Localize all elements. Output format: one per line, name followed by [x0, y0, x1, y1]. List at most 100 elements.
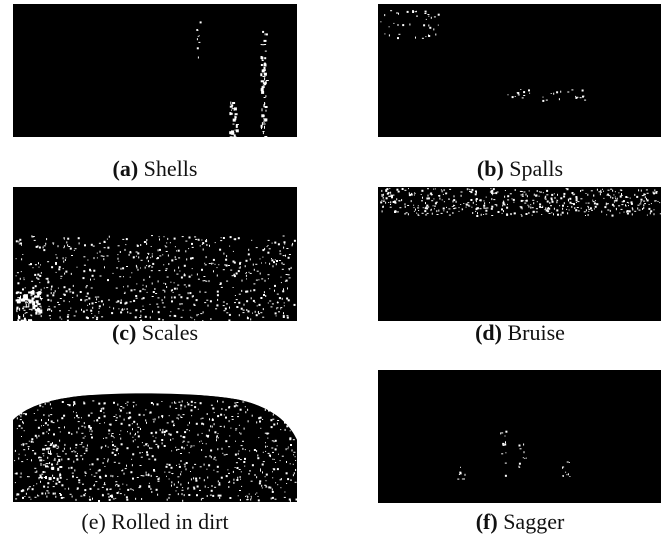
speckle	[95, 481, 97, 482]
speckle	[250, 318, 251, 320]
speckle	[189, 276, 191, 278]
speckle	[87, 317, 89, 319]
speckle	[262, 471, 263, 473]
speckle	[176, 490, 177, 491]
speckle	[61, 497, 63, 499]
speckle	[421, 194, 422, 195]
speckle	[137, 423, 138, 425]
speckle	[141, 457, 143, 458]
speckle	[104, 403, 105, 405]
speckle	[613, 194, 614, 195]
speckle	[265, 280, 266, 282]
speckle	[135, 309, 137, 311]
speckle	[195, 480, 197, 482]
speckle	[523, 444, 524, 446]
speckle	[78, 417, 80, 418]
speckle	[218, 264, 219, 265]
speckle	[50, 450, 51, 453]
speckle	[261, 278, 263, 279]
speckle	[638, 205, 640, 206]
speckle	[397, 37, 399, 39]
speckle	[171, 473, 173, 474]
speckle	[215, 308, 217, 309]
speckle	[64, 237, 65, 239]
speckle	[205, 456, 207, 457]
speckle	[608, 190, 610, 191]
speckle	[649, 204, 650, 205]
speckle	[127, 402, 129, 403]
speckle	[190, 317, 191, 318]
speckle	[249, 450, 250, 451]
speckle	[293, 452, 295, 453]
speckle	[238, 237, 240, 239]
speckle	[169, 479, 170, 480]
speckle	[149, 483, 150, 484]
speckle	[256, 280, 258, 281]
speckle	[200, 466, 202, 467]
speckle	[264, 82, 266, 85]
speckle	[187, 425, 188, 426]
speckle	[537, 190, 538, 192]
speckle	[433, 198, 434, 199]
speckle	[112, 444, 114, 446]
speckle	[129, 251, 131, 253]
speckle	[90, 279, 91, 281]
speckle	[98, 470, 100, 471]
speckle	[153, 440, 155, 442]
speckle	[477, 212, 478, 214]
speckle	[68, 432, 70, 434]
speckle	[223, 305, 225, 306]
speckle	[265, 295, 266, 297]
speckle	[261, 88, 264, 91]
speckle	[423, 24, 425, 26]
speckle	[253, 283, 255, 284]
speckle	[87, 445, 88, 447]
speckle	[101, 447, 103, 448]
speckle	[181, 417, 183, 418]
speckle	[83, 311, 85, 313]
speckle	[81, 417, 82, 418]
speckle	[64, 448, 65, 450]
speckle	[505, 452, 506, 453]
speckle	[135, 295, 137, 297]
speckle	[422, 197, 423, 199]
speckle	[101, 300, 103, 302]
speckle	[539, 203, 541, 205]
speckle	[602, 189, 603, 190]
speckle	[65, 259, 66, 261]
speckle	[128, 417, 130, 419]
speckle	[275, 482, 276, 483]
speckle	[258, 496, 259, 497]
speckle	[61, 459, 62, 461]
speckle	[130, 471, 132, 473]
speckle	[269, 301, 271, 302]
speckle	[68, 467, 69, 469]
speckle	[221, 408, 222, 410]
speckle	[246, 260, 248, 262]
speckle	[153, 403, 154, 405]
speckle	[146, 474, 147, 476]
panel-caption: Sagger	[503, 509, 565, 534]
speckle	[219, 249, 221, 251]
speckle	[268, 278, 269, 279]
speckle	[229, 406, 230, 407]
speckle	[116, 288, 118, 289]
speckle	[161, 415, 163, 417]
speckle	[286, 461, 287, 463]
speckle	[268, 453, 270, 454]
speckle	[46, 287, 48, 288]
speckle	[22, 490, 24, 492]
speckle	[233, 251, 234, 252]
speckle	[84, 472, 86, 473]
speckle	[470, 199, 472, 201]
speckle	[250, 273, 252, 274]
speckle	[210, 300, 212, 302]
speckle	[382, 195, 383, 197]
speckle	[502, 213, 503, 214]
speckle	[43, 425, 44, 426]
speckle	[426, 19, 427, 20]
speckle	[483, 205, 485, 207]
speckle	[152, 253, 153, 254]
speckle	[113, 402, 115, 404]
speckle	[471, 189, 473, 191]
